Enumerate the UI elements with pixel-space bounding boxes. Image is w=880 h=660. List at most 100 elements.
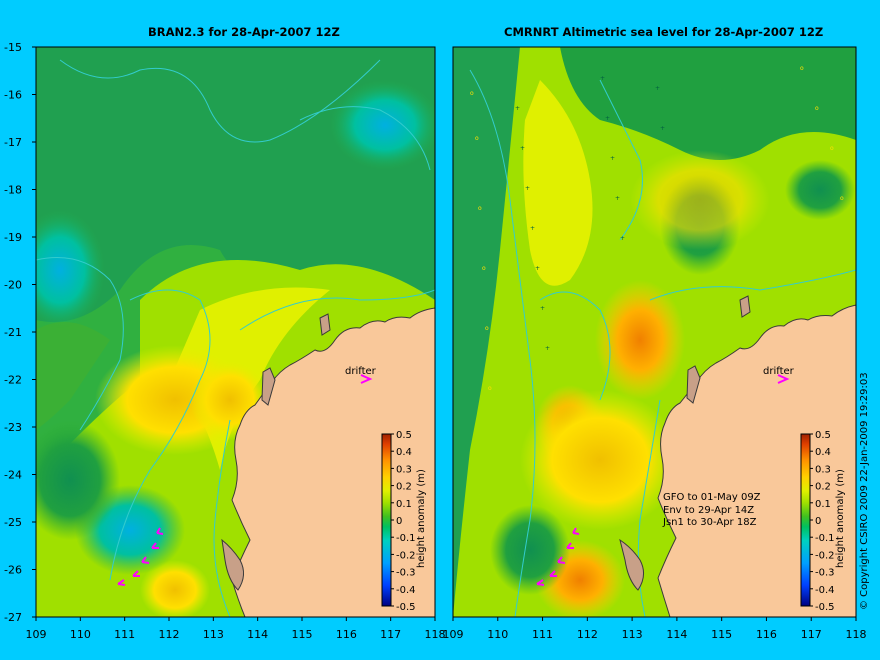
left-colorbar-tick-label: -0.5 [396,602,416,613]
svg-text:+: + [660,125,665,132]
right-colorbar-tick-label: 0.5 [815,430,831,441]
svg-text:+: + [610,155,615,162]
left-colorbar-tick-label: 0.1 [396,499,412,510]
right-colorbar-tick-label: 0.4 [815,447,831,458]
svg-text:o: o [478,205,482,212]
lat-tick-label: -27 [4,611,22,624]
left-lon-tick-label: 113 [203,628,224,641]
svg-text:+: + [515,105,520,112]
right-lon-tick-label: 118 [846,628,867,641]
right-lon-tick-label: 115 [711,628,732,641]
svg-text:+: + [605,115,610,122]
left-colorbar-tick-label: 0.4 [396,447,412,458]
lat-tick-label: -21 [4,326,22,339]
svg-text:+: + [620,235,625,242]
right-panel-title: CMRNRT Altimetric sea level for 28-Apr-2… [504,25,824,39]
lat-tick-label: -15 [4,41,22,54]
left-colorbar-tick-label: -0.3 [396,568,416,579]
left-lon-tick-label: 109 [26,628,47,641]
svg-text:o: o [485,325,489,332]
left-lon-ticks: 109 110 111 112 113 114 115 116 117 118 [26,617,446,641]
left-lon-tick-label: 111 [114,628,135,641]
lat-tick-label: -25 [4,516,22,529]
right-lon-tick-label: 116 [756,628,777,641]
right-colorbar-tick-label: -0.3 [815,568,835,579]
lat-tick-label: -16 [4,89,22,102]
note-gfo: GFO to 01-May 09Z [663,492,761,503]
right-drifter-label: drifter [763,366,794,377]
right-colorbar-tick-label: 0.1 [815,499,831,510]
left-colorbar-label: height anomaly (m) [416,469,427,568]
left-drifter-marker [360,374,373,384]
right-lon-tick-label: 113 [622,628,643,641]
left-colorbar-tick-label: 0.3 [396,464,412,475]
left-colorbar-tick-label: -0.1 [396,533,416,544]
svg-text:o: o [800,65,804,72]
right-colorbar-tick-label: 0.3 [815,464,831,475]
copyright-notice: © Copyright CSIRO 2009 22-Jan-2009 19:29… [859,372,870,610]
svg-text:+: + [535,265,540,272]
svg-text:o: o [482,265,486,272]
note-jsn1: Jsn1 to 30-Apr 18Z [663,517,757,528]
left-colorbar-tick-label: 0 [396,516,402,527]
lat-tick-label: -22 [4,374,22,387]
left-drifter-track [117,527,164,586]
right-lon-tick-label: 114 [666,628,687,641]
svg-text:+: + [545,345,550,352]
left-lon-tick-label: 114 [247,628,268,641]
svg-text:o: o [488,385,492,392]
right-colorbar-tick-label: -0.1 [815,533,835,544]
right-colorbar-label: height anomaly (m) [835,469,846,568]
lat-tick-label: -24 [4,469,22,482]
svg-text:+: + [540,305,545,312]
svg-text:+: + [655,85,660,92]
right-drifter-track [536,527,580,586]
right-colorbar-tick-label: -0.2 [815,550,835,561]
left-lon-tick-label: 110 [70,628,91,641]
note-env: Env to 29-Apr 14Z [663,504,755,516]
left-contours [36,59,435,617]
svg-text:o: o [840,195,844,202]
lat-tick-label: -19 [4,231,22,244]
lat-tick-label: -23 [4,421,22,434]
svg-text:+: + [525,185,530,192]
lat-ticks: -15 -16 -17 -18 -19 -20 -21 -22 -23 -24 -25 -26 -27 [4,41,36,624]
svg-text:o: o [830,145,834,152]
right-colorbar-tick-label: -0.5 [815,602,835,613]
right-lon-tick-label: 112 [577,628,598,641]
right-colorbar [800,433,811,607]
right-map-panel: o o o o o o o o o o + + + + + + + + + + + + + + [453,47,856,617]
lat-tick-label: -17 [4,136,22,149]
svg-text:+: + [600,75,605,82]
lat-tick-label: -20 [4,279,22,292]
left-colorbar-ticks: 0.5 0.4 0.3 0.2 0.1 0 -0.1 -0.2 -0.3 -0.4 -0.5 [391,430,416,613]
right-lon-ticks: 109 110 111 112 113 114 115 116 117 118 [443,617,867,641]
left-panel-title: BRAN2.3 for 28-Apr-2007 12Z [148,25,340,39]
left-colorbar-tick-label: -0.2 [396,550,416,561]
left-lon-tick-label: 116 [336,628,357,641]
altimeter-track-points: o o o o o o o o o o + + + + + + + + + + + + + + [470,65,844,392]
svg-text:o: o [815,105,819,112]
right-lon-tick-label: 117 [801,628,822,641]
right-lon-tick-label: 111 [532,628,553,641]
left-colorbar [381,433,392,607]
right-colorbar-tick-label: 0 [815,516,821,527]
right-colorbar-tick-label: 0.2 [815,482,831,493]
left-drifter-label: drifter [345,366,376,377]
right-colorbar-ticks: 0.5 0.4 0.3 0.2 0.1 0 -0.1 -0.2 -0.3 -0.4 -0.5 [810,430,835,613]
altimeter-notes: GFO to 01-May 09Z Env to 29-Apr 14Z Jsn1… [663,492,761,530]
left-lon-tick-label: 112 [159,628,180,641]
svg-text:+: + [520,145,525,152]
svg-text:o: o [470,90,474,97]
right-contours [469,69,856,617]
left-colorbar-tick-label: -0.4 [396,585,416,596]
right-lon-tick-label: 110 [487,628,508,641]
lat-tick-label: -18 [4,184,22,197]
left-lon-tick-label: 115 [292,628,313,641]
svg-text:+: + [615,195,620,202]
left-lon-tick-label: 117 [380,628,401,641]
left-lon-tick-label: 118 [425,628,446,641]
lat-tick-label: -26 [4,564,22,577]
left-colorbar-tick-label: 0.2 [396,482,412,493]
